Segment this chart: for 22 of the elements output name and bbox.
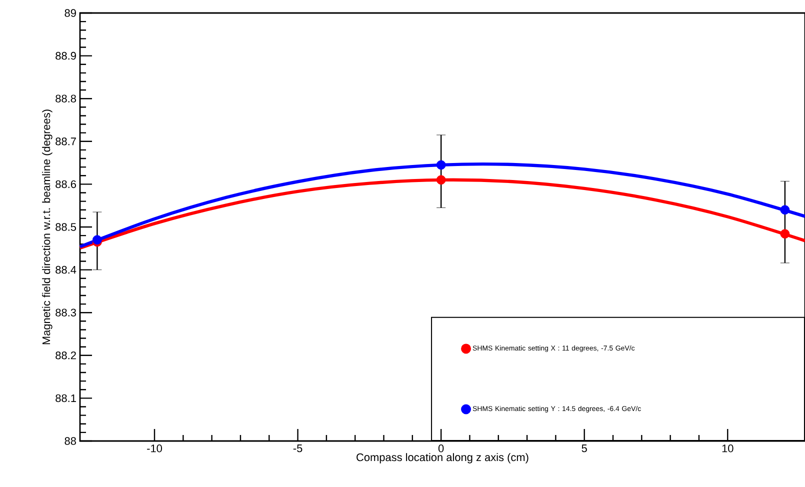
x-tick-label: -5 (293, 444, 302, 452)
y-tick-label: 89 (64, 9, 76, 17)
y-tick-label: 88.6 (56, 180, 76, 188)
y-tick-label: 88.7 (56, 138, 76, 146)
y-tick-label: 88.1 (56, 394, 76, 402)
y-tick-label: 88.8 (56, 94, 76, 102)
point (436, 160, 446, 170)
x-tick-label: -10 (147, 444, 162, 452)
x-tick-label: 0 (438, 444, 444, 452)
x-axis-title: Compass location along z axis (cm) (356, 453, 528, 464)
y-tick-label: 88.5 (56, 223, 76, 231)
y-tick-label: 88.3 (56, 308, 76, 316)
x-tick-label: 5 (582, 444, 587, 452)
point (780, 205, 790, 215)
y-tick-label: 88.2 (56, 352, 76, 360)
point (436, 175, 446, 185)
x-tick-label: 10 (722, 444, 734, 452)
y-tick-label: 88.4 (56, 266, 76, 274)
y-tick-label: 88.9 (56, 52, 76, 60)
y-tick-label: 88 (64, 437, 76, 445)
point (780, 229, 790, 239)
y-axis-title: Magnetic field direction w.r.t. beamline (degrees) (42, 110, 52, 344)
